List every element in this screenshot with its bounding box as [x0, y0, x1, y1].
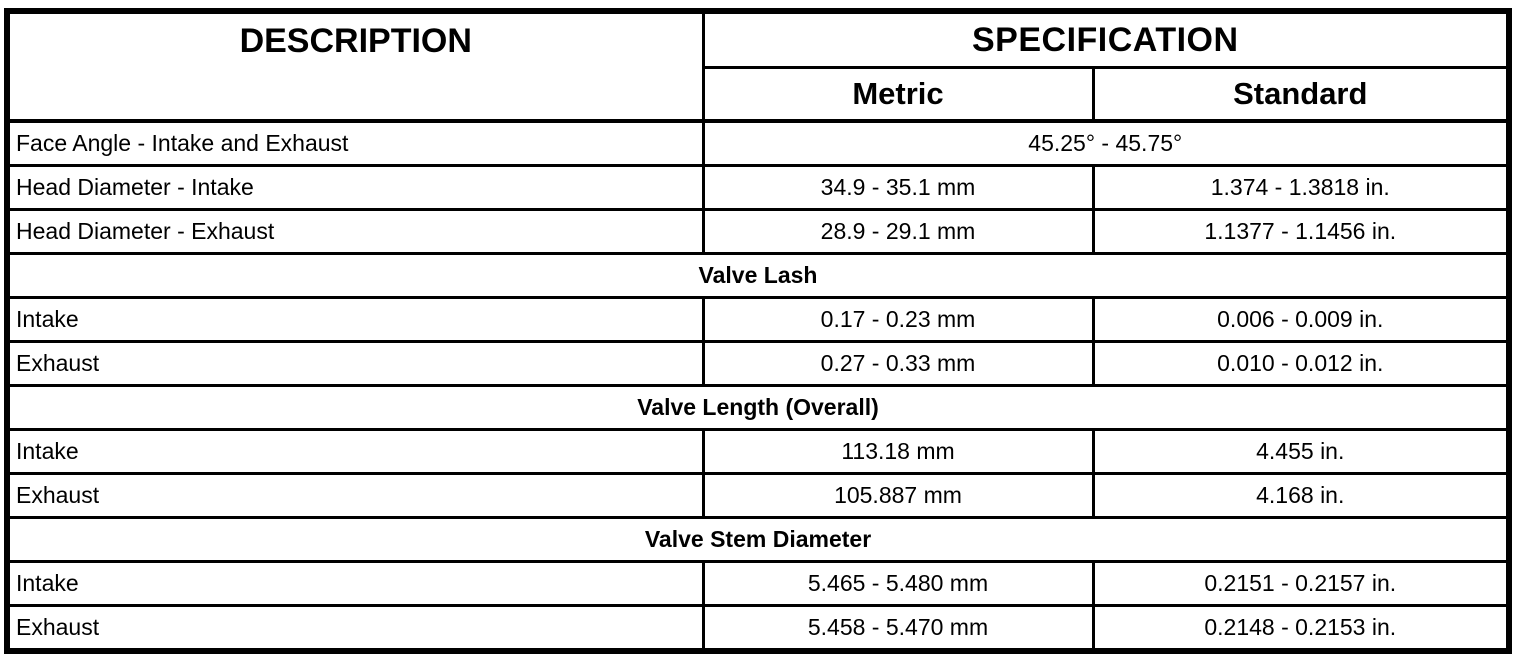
metric-value-cell: 0.17 - 0.23 mm	[701, 296, 1095, 343]
metric-value-cell: 34.9 - 35.1 mm	[701, 164, 1095, 211]
valve-specifications-table: DESCRIPTION SPECIFICATION Metric Standar…	[4, 8, 1513, 654]
standard-value-cell: 4.168 in.	[1091, 472, 1511, 519]
standard-value-cell: 0.2148 - 0.2153 in.	[1091, 604, 1511, 653]
standard-value-cell: 1.374 - 1.3818 in.	[1091, 164, 1511, 211]
table-row-valve-stem-exhaust: Exhaust 5.458 - 5.470 mm 0.2148 - 0.2153…	[5, 604, 1511, 653]
section-header-row-valve-stem-diameter: Valve Stem Diameter	[5, 516, 1511, 563]
table-header: DESCRIPTION SPECIFICATION Metric Standar…	[5, 9, 1511, 123]
description-cell: Exhaust	[5, 472, 705, 519]
section-title: Valve Stem Diameter	[5, 516, 1511, 563]
metric-value-cell: 5.458 - 5.470 mm	[701, 604, 1095, 653]
description-cell: Exhaust	[5, 604, 705, 653]
header-description: DESCRIPTION	[5, 9, 705, 123]
description-cell: Head Diameter - Exhaust	[5, 208, 705, 255]
table-row-valve-length-intake: Intake 113.18 mm 4.455 in.	[5, 428, 1511, 475]
metric-value-cell: 105.887 mm	[701, 472, 1095, 519]
header-standard: Standard	[1091, 66, 1511, 123]
metric-value-cell: 113.18 mm	[701, 428, 1095, 475]
description-cell: Intake	[5, 560, 705, 607]
standard-value-cell: 4.455 in.	[1091, 428, 1511, 475]
description-cell: Exhaust	[5, 340, 705, 387]
table-body: Face Angle - Intake and Exhaust 45.25° -…	[5, 119, 1511, 653]
standard-value-cell: 1.1377 - 1.1456 in.	[1091, 208, 1511, 255]
section-title: Valve Lash	[5, 252, 1511, 299]
standard-value-cell: 0.006 - 0.009 in.	[1091, 296, 1511, 343]
table-row-valve-stem-intake: Intake 5.465 - 5.480 mm 0.2151 - 0.2157 …	[5, 560, 1511, 607]
header-row-units: Metric Standard	[7, 66, 1511, 123]
description-cell: Intake	[5, 296, 705, 343]
table-row-valve-length-exhaust: Exhaust 105.887 mm 4.168 in.	[5, 472, 1511, 519]
table-row-head-diameter-exhaust: Head Diameter - Exhaust 28.9 - 29.1 mm 1…	[5, 208, 1511, 255]
section-title: Valve Length (Overall)	[5, 384, 1511, 431]
description-cell: Head Diameter - Intake	[5, 164, 705, 211]
standard-value-cell: 0.010 - 0.012 in.	[1091, 340, 1511, 387]
header-specification: SPECIFICATION	[701, 9, 1511, 69]
table-row-valve-lash-intake: Intake 0.17 - 0.23 mm 0.006 - 0.009 in.	[5, 296, 1511, 343]
header-metric: Metric	[701, 66, 1095, 123]
standard-value-cell: 0.2151 - 0.2157 in.	[1091, 560, 1511, 607]
header-row-main: DESCRIPTION SPECIFICATION	[5, 9, 1511, 123]
metric-value-cell: 5.465 - 5.480 mm	[701, 560, 1095, 607]
metric-value-cell: 28.9 - 29.1 mm	[701, 208, 1095, 255]
metric-value-cell: 0.27 - 0.33 mm	[701, 340, 1095, 387]
table-row-head-diameter-intake: Head Diameter - Intake 34.9 - 35.1 mm 1.…	[5, 164, 1511, 211]
description-cell: Intake	[5, 428, 705, 475]
section-header-row-valve-lash: Valve Lash	[5, 252, 1511, 299]
spanned-value-cell: 45.25° - 45.75°	[701, 119, 1511, 167]
table-row-face-angle: Face Angle - Intake and Exhaust 45.25° -…	[5, 119, 1511, 167]
table-row-valve-lash-exhaust: Exhaust 0.27 - 0.33 mm 0.010 - 0.012 in.	[5, 340, 1511, 387]
section-header-row-valve-length: Valve Length (Overall)	[5, 384, 1511, 431]
description-cell: Face Angle - Intake and Exhaust	[5, 119, 705, 167]
